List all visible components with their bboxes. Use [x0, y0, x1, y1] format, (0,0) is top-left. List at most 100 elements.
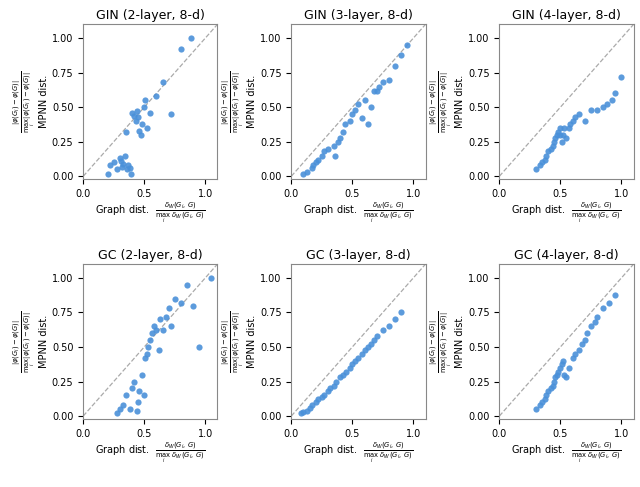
Point — [133, 113, 143, 121]
Point — [378, 78, 388, 86]
Point — [396, 309, 406, 317]
Point — [531, 405, 541, 413]
Point — [561, 134, 572, 142]
Point — [384, 322, 394, 330]
Y-axis label: $\frac{|\varphi(G_i)-\varphi(G)|}{\max_i|\varphi(G_i)-\varphi(G)|}$
MPNN dist.: $\frac{|\varphi(G_i)-\varphi(G)|}{\max_i… — [220, 310, 257, 373]
Point — [120, 151, 130, 159]
Point — [132, 407, 142, 414]
Point — [341, 368, 351, 376]
Point — [357, 350, 367, 358]
Point — [323, 145, 333, 152]
Point — [565, 120, 575, 128]
Point — [188, 301, 198, 309]
Y-axis label: $\frac{|\varphi(G_i)-\varphi(G)|}{\max_i|\varphi(G_i)-\varphi(G)|}$
MPNN dist.: $\frac{|\varphi(G_i)-\varphi(G)|}{\max_i… — [428, 70, 465, 133]
Point — [363, 120, 373, 128]
Point — [145, 109, 156, 117]
Point — [129, 112, 140, 119]
Point — [550, 134, 561, 142]
Point — [305, 404, 315, 412]
Point — [332, 377, 342, 385]
Point — [122, 166, 132, 173]
Point — [310, 159, 321, 167]
Point — [137, 120, 147, 128]
Point — [598, 103, 608, 111]
Point — [564, 124, 574, 132]
Point — [559, 124, 569, 132]
Point — [313, 156, 323, 164]
Point — [157, 326, 168, 334]
Point — [602, 100, 612, 108]
Title: GC (4-layer, 8-d): GC (4-layer, 8-d) — [514, 248, 619, 262]
Point — [140, 96, 150, 104]
Point — [402, 41, 412, 49]
Point — [556, 131, 566, 139]
X-axis label: Graph dist.  $\frac{\delta_W(G_i,\,G)}{\max_i\,\delta_W(G_i,\,G)}$: Graph dist. $\frac{\delta_W(G_i,\,G)}{\m… — [303, 440, 413, 465]
Point — [116, 157, 126, 165]
Point — [559, 371, 569, 378]
Point — [333, 138, 343, 146]
Point — [112, 166, 122, 173]
Point — [194, 343, 204, 351]
Point — [353, 100, 364, 108]
Point — [151, 92, 161, 100]
Point — [374, 83, 384, 91]
Point — [134, 127, 145, 134]
Point — [552, 371, 562, 378]
Point — [543, 387, 554, 395]
Point — [325, 385, 335, 393]
Point — [604, 299, 614, 307]
Title: GC (2-layer, 8-d): GC (2-layer, 8-d) — [98, 248, 203, 262]
Point — [345, 364, 355, 372]
Point — [145, 336, 156, 344]
Point — [610, 90, 620, 97]
Point — [131, 117, 141, 125]
Point — [372, 87, 382, 94]
Point — [109, 159, 119, 167]
Point — [176, 299, 186, 307]
Point — [365, 103, 376, 111]
Point — [607, 96, 617, 104]
Point — [124, 161, 134, 169]
Point — [592, 313, 602, 320]
Point — [132, 108, 142, 115]
Point — [556, 360, 566, 368]
Point — [589, 318, 600, 326]
Point — [335, 374, 345, 381]
Point — [296, 410, 306, 417]
Point — [573, 346, 584, 354]
Point — [369, 87, 380, 94]
Point — [616, 73, 627, 81]
Point — [136, 131, 146, 139]
Point — [317, 393, 327, 401]
Point — [349, 357, 360, 365]
Point — [561, 374, 572, 381]
Point — [147, 329, 157, 337]
Point — [568, 354, 578, 362]
Point — [378, 326, 388, 334]
Point — [337, 128, 348, 136]
Point — [564, 364, 574, 372]
Point — [537, 398, 547, 406]
Point — [330, 151, 340, 159]
Point — [384, 75, 394, 83]
Point — [357, 114, 367, 122]
Point — [118, 160, 129, 168]
Point — [549, 377, 559, 385]
Point — [186, 34, 196, 42]
Point — [598, 304, 608, 312]
Point — [125, 169, 136, 177]
X-axis label: Graph dist.  $\frac{\delta_W(G_i,\,G)}{\max_i\,\delta_W(G_i,\,G)}$: Graph dist. $\frac{\delta_W(G_i,\,G)}{\m… — [303, 200, 413, 225]
Point — [317, 151, 327, 159]
Point — [556, 364, 566, 372]
Point — [157, 78, 168, 86]
Point — [308, 161, 318, 169]
Point — [149, 322, 159, 330]
Point — [124, 405, 134, 413]
Point — [161, 313, 172, 320]
Point — [313, 395, 323, 403]
Point — [353, 354, 364, 362]
Point — [556, 124, 566, 132]
X-axis label: Graph dist.  $\frac{\delta_W(G_i,\,G)}{\max_i\,\delta_W(G_i,\,G)}$: Graph dist. $\frac{\delta_W(G_i,\,G)}{\m… — [95, 440, 205, 465]
Point — [310, 398, 321, 406]
Point — [115, 154, 125, 162]
